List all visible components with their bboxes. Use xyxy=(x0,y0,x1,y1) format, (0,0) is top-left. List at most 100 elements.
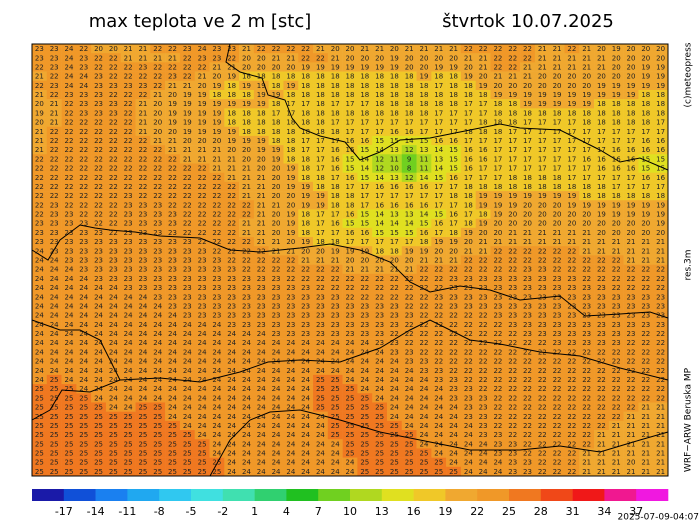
cell-value: 22 xyxy=(479,257,488,265)
cell-value: 18 xyxy=(227,91,236,99)
cell-value: 22 xyxy=(375,275,384,283)
cell-bg xyxy=(653,172,669,183)
cell-value: 19 xyxy=(656,82,665,90)
cell-bg xyxy=(135,53,151,63)
cell-value: 23 xyxy=(212,275,221,283)
cell-value: 18 xyxy=(242,91,251,99)
cell-bg xyxy=(209,264,225,275)
cell-value: 22 xyxy=(641,394,650,402)
cell-value: 17 xyxy=(523,128,532,136)
colorbar-swatch xyxy=(350,489,383,501)
cell-value: 23 xyxy=(627,330,636,338)
cell-bg xyxy=(179,172,195,183)
cell-value: 23 xyxy=(434,367,443,375)
cell-bg xyxy=(239,237,255,247)
cell-bg xyxy=(460,282,477,293)
cell-bg xyxy=(579,108,595,118)
cell-bg xyxy=(490,135,506,146)
cell-value: 22 xyxy=(183,73,192,81)
cell-value: 22 xyxy=(286,45,295,53)
cell-value: 19 xyxy=(316,201,325,209)
cell-value: 24 xyxy=(390,385,399,393)
cell-bg xyxy=(579,126,595,137)
cell-value: 24 xyxy=(257,330,266,338)
cell-value: 20 xyxy=(627,220,636,228)
cell-value: 23 xyxy=(168,220,177,228)
cell-value: 18 xyxy=(464,220,473,228)
cell-bg xyxy=(460,62,477,72)
cell-bg xyxy=(431,108,447,118)
cell-value: 18 xyxy=(538,183,547,191)
cell-value: 19 xyxy=(434,238,443,246)
cell-value: 16 xyxy=(479,155,488,163)
cell-bg xyxy=(105,264,122,275)
cell-value: 22 xyxy=(94,165,103,173)
cell-bg xyxy=(120,163,136,173)
cell-value: 22 xyxy=(227,54,236,62)
cell-value: 24 xyxy=(257,339,266,347)
cell-value: 18 xyxy=(242,119,251,127)
cell-bg xyxy=(564,135,580,146)
cell-value: 17 xyxy=(493,146,502,154)
cell-bg xyxy=(490,181,506,192)
cell-bg xyxy=(327,273,343,284)
cell-value: 21 xyxy=(641,247,650,255)
cell-value: 17 xyxy=(508,128,517,136)
cell-bg xyxy=(342,264,358,275)
cell-value: 18 xyxy=(405,100,414,108)
cell-bg xyxy=(313,99,329,109)
cell-value: 17 xyxy=(434,128,443,136)
cell-bg xyxy=(594,145,610,155)
cell-value: 23 xyxy=(272,275,281,283)
cell-bg xyxy=(608,273,624,284)
cell-value: 24 xyxy=(212,348,221,356)
cell-bg xyxy=(76,89,92,100)
cell-value: 25 xyxy=(331,422,340,430)
cell-value: 18 xyxy=(331,183,340,191)
cell-bg xyxy=(283,53,299,63)
cell-value: 22 xyxy=(301,275,310,283)
cell-bg xyxy=(401,255,417,265)
cell-value: 22 xyxy=(65,128,74,136)
cell-value: 16 xyxy=(331,220,340,228)
cell-bg xyxy=(32,301,48,311)
cell-bg xyxy=(253,163,269,173)
cell-value: 18 xyxy=(538,174,547,182)
cell-bg xyxy=(594,209,610,219)
cell-bg xyxy=(372,99,388,109)
cell-value: 23 xyxy=(109,257,118,265)
cell-bg xyxy=(386,172,403,183)
cell-value: 20 xyxy=(597,45,606,53)
cell-value: 23 xyxy=(656,321,665,329)
cell-value: 18 xyxy=(464,201,473,209)
cell-value: 22 xyxy=(183,201,192,209)
cell-value: 22 xyxy=(567,376,576,384)
cell-value: 23 xyxy=(331,293,340,301)
cell-value: 20 xyxy=(272,174,281,182)
cell-value: 22 xyxy=(419,293,428,301)
cell-value: 19 xyxy=(523,192,532,200)
cell-value: 22 xyxy=(523,367,532,375)
cell-value: 23 xyxy=(464,413,473,421)
cell-bg xyxy=(490,282,506,293)
cell-bg xyxy=(623,80,639,91)
cell-bg xyxy=(520,292,536,302)
cell-value: 18 xyxy=(360,91,369,99)
cell-bg xyxy=(120,53,136,63)
cell-value: 22 xyxy=(597,257,606,265)
cell-bg xyxy=(564,237,580,247)
cell-value: 22 xyxy=(582,431,591,439)
cell-value: 21 xyxy=(124,54,133,62)
cell-value: 24 xyxy=(242,394,251,402)
cell-bg xyxy=(150,145,166,155)
cell-bg xyxy=(460,191,477,201)
cell-value: 17 xyxy=(508,146,517,154)
cell-value: 22 xyxy=(257,45,266,53)
cell-bg xyxy=(520,282,536,293)
cell-value: 15 xyxy=(434,211,443,219)
cell-value: 20 xyxy=(286,63,295,71)
cell-value: 20 xyxy=(538,82,547,90)
cell-bg xyxy=(46,209,62,219)
cell-bg xyxy=(91,264,107,275)
cell-value: 23 xyxy=(79,257,88,265)
